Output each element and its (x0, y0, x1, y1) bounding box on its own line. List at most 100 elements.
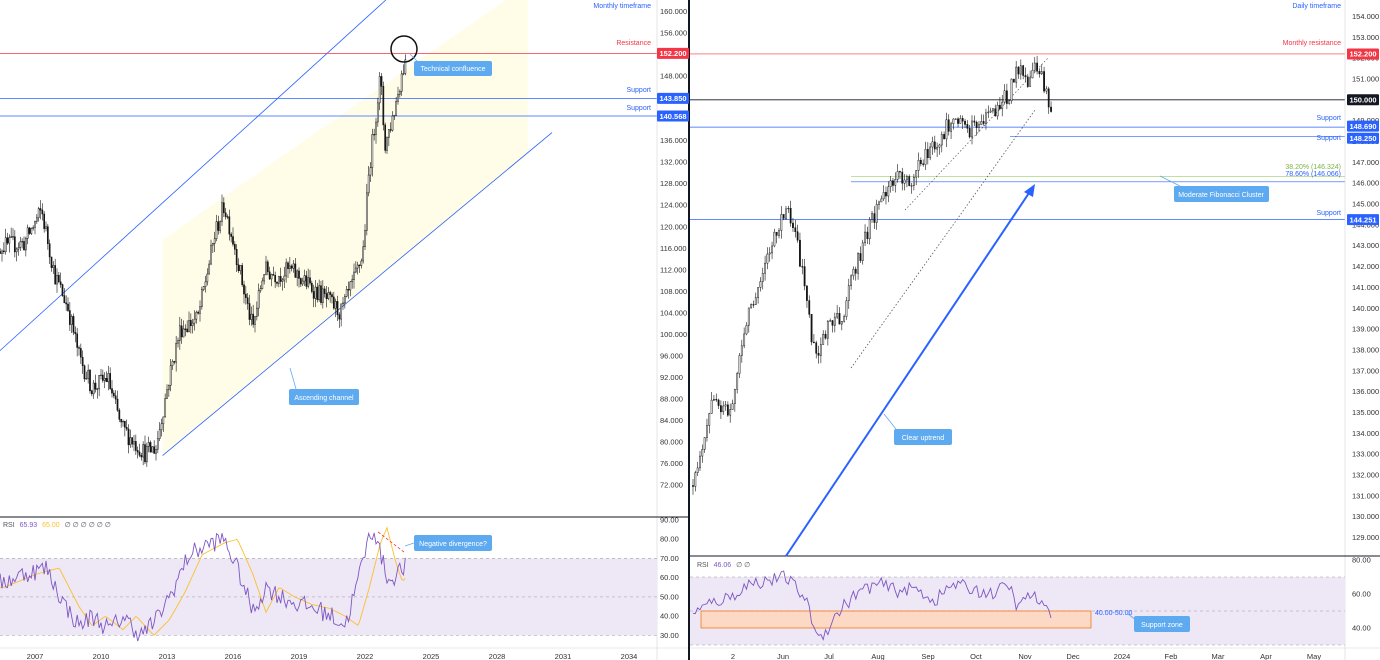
confluence-circle[interactable] (390, 35, 418, 63)
candle (167, 385, 170, 391)
candle (237, 264, 240, 272)
candle (265, 261, 267, 275)
candle (338, 314, 341, 320)
candle (887, 186, 890, 197)
price-tick: 124.000 (660, 201, 687, 210)
rsi-tick: 30.00 (660, 631, 679, 640)
candle (35, 217, 38, 222)
candle (133, 441, 135, 445)
candle (305, 275, 308, 287)
candle (782, 214, 785, 219)
right-rsi-axis[interactable]: 80.00 60.00 40.00 (1352, 556, 1371, 633)
candle (197, 311, 200, 314)
candle (822, 333, 825, 345)
callout-support-zone[interactable]: Support zone (1127, 613, 1190, 632)
left-time-axis[interactable]: 2007 2010 2013 2016 2019 2022 2025 2028 2031 2034 (27, 652, 638, 660)
candle (191, 322, 194, 327)
time-tick: 2010 (93, 652, 110, 660)
candle (954, 118, 957, 120)
candle (65, 302, 68, 305)
callout-ascending-channel[interactable]: Ascending channel (289, 367, 359, 405)
candle (736, 373, 739, 390)
candle (189, 320, 192, 327)
callout-technical-confluence[interactable]: Technical confluence (409, 53, 492, 76)
candle (696, 467, 699, 473)
price-tick: 137.000 (1352, 366, 1379, 375)
candle (864, 231, 866, 244)
candle (310, 282, 313, 292)
price-tick: 112.000 (660, 265, 687, 274)
callout-negative-divergence[interactable]: Negative divergence? (404, 535, 492, 551)
candle (1017, 66, 1020, 75)
price-tick: 100.000 (660, 330, 687, 339)
candle (1, 250, 3, 254)
candle (764, 262, 766, 274)
price-tick: 84.000 (660, 416, 683, 425)
candle (186, 328, 189, 332)
price-badge-support-right-2: 148.250 (1347, 132, 1379, 144)
candle (717, 399, 720, 406)
left-rsi-axis[interactable]: 90.00 80.00 70.00 60.00 50.00 40.00 30.00 (660, 516, 679, 640)
svg-text:Ascending channel: Ascending channel (294, 395, 354, 402)
price-tick: 140.000 (1352, 304, 1379, 313)
support-zone-rect[interactable] (700, 610, 1092, 629)
candle (768, 252, 771, 255)
candle (785, 208, 787, 219)
candle (356, 264, 359, 269)
candle (290, 265, 293, 269)
candle (323, 288, 326, 294)
candle (312, 291, 315, 299)
rsi-tick: 70.00 (660, 554, 679, 563)
candle (125, 426, 128, 430)
candle (912, 176, 915, 186)
price-tick: 116.000 (660, 244, 687, 253)
right-resistance-label: Monthly resistance (1283, 40, 1341, 47)
time-tick: 2025 (423, 652, 440, 660)
callout-clear-uptrend[interactable]: Clear uptrend (883, 413, 952, 445)
candle (882, 192, 885, 200)
callout-fibonacci-cluster[interactable]: Moderate Fibonacci Cluster (1159, 175, 1269, 202)
left-price-axis[interactable]: 160.000156.000152.000148.000144.000140.0… (660, 7, 687, 490)
candle (964, 120, 966, 125)
candle (987, 111, 990, 114)
price-tick: 154.000 (1352, 12, 1379, 21)
candle (307, 277, 310, 287)
candle (12, 236, 14, 238)
right-price-axis[interactable]: 154.000153.000152.000151.000150.000149.0… (1352, 12, 1379, 542)
candle (301, 280, 304, 285)
candle (699, 455, 701, 469)
right-support-label-1: Support (1316, 115, 1341, 122)
candle (771, 245, 773, 254)
right-time-axis[interactable]: 2 Jun Jul Aug Sep Oct Nov Dec 2024 Feb Mar Apr May (731, 652, 1321, 660)
candle (387, 129, 390, 138)
candle (378, 76, 381, 104)
candle (90, 390, 93, 395)
candle (903, 179, 906, 184)
candle (72, 316, 75, 333)
candle (1026, 76, 1029, 87)
price-badge-150: 150.000 (1347, 94, 1379, 106)
candle (1001, 101, 1004, 109)
candle (177, 340, 179, 344)
candle (281, 279, 284, 282)
candle (391, 115, 394, 131)
candle (89, 369, 91, 392)
candle (299, 278, 302, 285)
candle (353, 271, 355, 280)
candle (188, 320, 190, 332)
price-tick: 129.000 (1352, 533, 1379, 542)
candle (692, 485, 694, 487)
candle (107, 373, 110, 383)
fib-label-2: 78.60% (146.066) (1285, 171, 1341, 178)
candle (235, 249, 238, 265)
candle (145, 446, 148, 463)
time-tick: 2007 (27, 652, 44, 660)
candle (817, 353, 820, 356)
candle (724, 404, 727, 407)
price-badge-support-right-1: 148.690 (1347, 120, 1379, 132)
candle (362, 246, 365, 262)
candle (1005, 90, 1008, 104)
rsi-tick: 80.00 (660, 535, 679, 544)
candle (149, 442, 152, 453)
